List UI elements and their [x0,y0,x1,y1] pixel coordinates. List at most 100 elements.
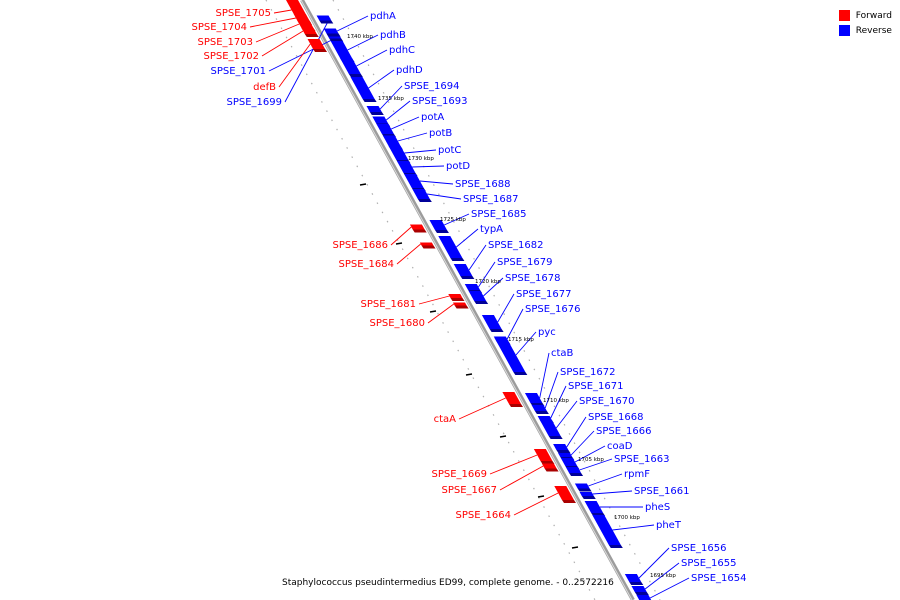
leader-line-spse-1676 [506,308,524,340]
gene-label-spse-1685[interactable]: SPSE_1685 [471,209,527,220]
gene-label-spse-1666[interactable]: SPSE_1666 [596,426,652,437]
gene-feature-body-pdhb [330,41,353,59]
gene-feature-body-spse-1694 [366,106,382,112]
gene-label-spse-1669[interactable]: SPSE_1669 [432,469,488,480]
gene-label-spse-1671[interactable]: SPSE_1671 [568,381,624,392]
gene-feature-spse-1669[interactable] [533,449,555,464]
gene-feature-phet[interactable] [592,515,623,548]
gene-feature-spse-1656[interactable] [624,574,644,585]
gene-label-spse-1701[interactable]: SPSE_1701 [211,66,267,77]
gene-feature-body-pdhc [340,58,361,74]
leader-line-spse-1677 [497,293,515,323]
gene-label-spse-1702[interactable]: SPSE_1702 [204,51,260,62]
gene-label-spse-1668[interactable]: SPSE_1668 [588,412,644,423]
gene-feature-body-spse-1702 [301,28,317,34]
gene-feature-spse-1667[interactable] [541,463,559,472]
gene-feature-spse-1677[interactable] [481,315,504,332]
scale-tick-label: 1715 kbp [508,337,534,343]
gene-feature-spse-1668[interactable] [553,444,571,453]
scale-tick-label: 1710 kbp [543,398,569,404]
gene-label-pdhd[interactable]: pdhD [396,65,423,76]
gene-label-spse-1664[interactable]: SPSE_1664 [456,510,512,521]
gene-feature-pdha[interactable] [323,28,341,37]
gene-feature-pyc[interactable] [494,338,528,375]
gene-feature-body-spse-1661 [579,492,594,496]
gene-label-spse-1687[interactable]: SPSE_1687 [463,194,519,205]
gene-label-spse-1679[interactable]: SPSE_1679 [497,257,553,268]
gene-label-defb[interactable]: defB [253,82,276,93]
gene-label-spse-1677[interactable]: SPSE_1677 [516,289,572,300]
gene-feature-body-spse-1678 [468,291,487,301]
gene-feature-typa[interactable] [438,236,465,261]
gene-label-phet[interactable]: pheT [656,520,682,531]
gene-label-spse-1686[interactable]: SPSE_1686 [333,240,389,251]
gene-label-spse-1672[interactable]: SPSE_1672 [560,367,616,378]
gene-label-spse-1693[interactable]: SPSE_1693 [412,96,468,107]
gene-label-pyc[interactable]: pyc [538,327,556,338]
gene-feature-spse-1694[interactable] [366,106,384,115]
gene-feature-rpmf[interactable] [574,483,592,492]
gene-label-spse-1678[interactable]: SPSE_1678 [505,273,561,284]
gene-feature-spse-1654[interactable] [636,595,653,600]
gene-feature-body-spse-1668 [553,444,569,450]
gene-feature-spse-1684[interactable] [419,242,436,249]
gene-label-spse-1663[interactable]: SPSE_1663 [614,454,670,465]
gene-label-spse-1654[interactable]: SPSE_1654 [691,573,747,584]
gene-label-spse-1670[interactable]: SPSE_1670 [579,396,635,407]
gene-feature-spse-1681[interactable] [448,294,465,301]
gene-label-spse-1656[interactable]: SPSE_1656 [671,543,727,554]
gene-label-ctaa[interactable]: ctaA [434,414,457,425]
gene-feature-spse-1685[interactable] [429,220,449,233]
gene-feature-edge-spse-1678 [474,301,489,304]
gene-feature-spse-1672[interactable] [531,405,549,414]
scale-tick-label: 1740 kbp [347,34,373,40]
gene-feature-pdhd[interactable] [350,77,377,102]
gene-feature-spse-1686[interactable] [409,224,427,233]
gene-feature-ctab[interactable] [524,393,545,406]
gene-label-typa[interactable]: typA [480,224,503,235]
gene-label-ctab[interactable]: ctaB [551,348,574,359]
gene-label-spse-1655[interactable]: SPSE_1655 [681,558,737,569]
gene-label-pdhb[interactable]: pdhB [380,30,406,41]
gene-feature-spse-1687[interactable] [412,189,432,202]
gene-label-coad[interactable]: coaD [607,441,633,452]
gene-feature-defb[interactable] [307,39,328,52]
gene-label-pdha[interactable]: pdhA [370,11,396,22]
gene-label-potd[interactable]: potD [446,161,470,172]
gene-feature-spse-1655[interactable] [631,586,649,595]
gene-feature-spse-1664[interactable] [554,486,576,503]
gene-label-pota[interactable]: potA [421,112,444,123]
gene-feature-spse-1663[interactable] [565,467,584,476]
gene-label-phes[interactable]: pheS [645,502,670,513]
gene-label-spse-1676[interactable]: SPSE_1676 [525,304,581,315]
gene-label-spse-1680[interactable]: SPSE_1680 [370,318,426,329]
gene-label-spse-1704[interactable]: SPSE_1704 [192,22,248,33]
gene-label-pdhc[interactable]: pdhC [389,45,415,56]
gene-features [286,0,653,600]
gene-label-spse-1688[interactable]: SPSE_1688 [455,179,511,190]
gene-label-spse-1694[interactable]: SPSE_1694 [404,81,460,92]
gene-label-spse-1703[interactable]: SPSE_1703 [198,37,254,48]
gene-label-spse-1682[interactable]: SPSE_1682 [488,240,544,251]
gene-label-spse-1661[interactable]: SPSE_1661 [634,486,690,497]
legend-reverse-label: Reverse [855,25,892,36]
gene-feature-spse-1680[interactable] [452,302,469,309]
gene-feature-ctaa[interactable] [502,392,524,407]
gene-label-spse-1684[interactable]: SPSE_1684 [339,259,395,270]
gene-label-spse-1699[interactable]: SPSE_1699 [227,97,283,108]
gene-feature-spse-1682[interactable] [453,264,475,279]
gene-label-rpmf[interactable]: rpmF [624,469,650,480]
gene-label-spse-1705[interactable]: SPSE_1705 [216,8,272,19]
gene-feature-spse-1699[interactable] [316,15,334,24]
gene-feature-pdhc[interactable] [340,58,363,77]
gene-label-spse-1667[interactable]: SPSE_1667 [442,485,498,496]
gene-feature-spse-1661[interactable] [579,492,596,499]
gene-label-potc[interactable]: potC [438,145,461,156]
gene-feature-pota[interactable] [376,124,396,137]
gene-feature-spse-1702[interactable] [301,28,319,37]
gene-feature-body-spse-1656 [624,574,642,582]
gene-label-potb[interactable]: potB [429,128,452,139]
gene-feature-spse-1670[interactable] [539,420,563,439]
gene-label-spse-1681[interactable]: SPSE_1681 [361,299,417,310]
gene-feature-spse-1678[interactable] [468,291,489,304]
